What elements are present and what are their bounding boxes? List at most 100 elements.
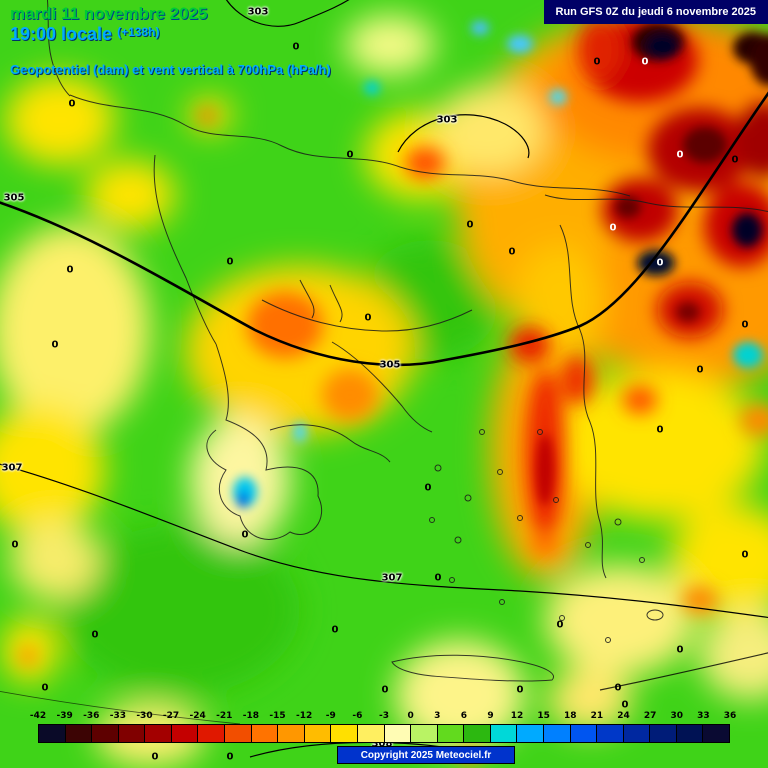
map-value-label: 0 [621,699,629,711]
map-value-label: 0 [66,264,74,276]
legend-tick-label: -6 [352,711,363,721]
map-value-label: 0 [593,56,601,68]
map-value-label: 0 [696,364,704,376]
legend-tick-label: 15 [537,711,550,721]
map-value-label: 0 [516,684,524,696]
legend-tick-label: 18 [564,711,577,721]
map-value-label: 0 [11,539,19,551]
contour-fill-core-layer [233,21,768,508]
legend-tick-label: 30 [670,711,684,721]
legend-tick-label: 3 [434,711,441,721]
contour-value-label: 303 [436,114,458,126]
contour-value-label: 305 [3,192,25,204]
map-value-label: 0 [731,154,739,166]
map-value-label: 0 [226,256,234,268]
map-value-label: 0 [614,682,622,694]
contour-value-label: 308 [371,738,393,750]
legend-tick-label: -42 [29,711,47,721]
legend-tick-label: -12 [296,711,313,721]
legend-tick-label: -21 [216,711,233,721]
map-value-label: 0 [556,619,564,631]
legend-segment [171,725,199,742]
legend-tick-label: -39 [56,711,73,721]
legend-tick-label: -27 [162,711,180,721]
copyright-box: Copyright 2025 Meteociel.fr [337,746,515,764]
legend-segment [384,725,412,742]
map-value-label: 0 [741,319,749,331]
header: mardi 11 novembre 2025 19:00 locale (+13… [10,4,331,78]
legend-tick-label: -33 [109,711,126,721]
legend-segment [703,725,730,742]
contour-value-label: 305 [379,359,401,371]
legend-tick-label: 24 [617,711,630,721]
legend-tick-label: -36 [83,711,100,721]
legend-tick-label: -30 [136,711,153,721]
copyright-label: Copyright 2025 Meteociel.fr [360,749,492,761]
contour-value-label: 307 [381,572,403,584]
map-value-label: 0 [381,684,389,696]
map-value-label: 0 [226,751,234,763]
legend-tick-label: -24 [189,711,206,721]
map-value-label: 0 [641,56,649,68]
legend-labels: -42 -39 -36 -33 -30 -27 -24 -21 -18 -15 -12 -9 -6 -3 0… [30,710,736,724]
map-value-label: 0 [656,257,664,269]
map-value-label: 0 [656,424,664,436]
map-value-label: 0 [466,219,474,231]
time-label: 19:00 locale (+138h) [10,24,331,46]
forecast-offset: (+138h) [117,25,160,40]
contour-value-label: 307 [1,462,23,474]
map-value-label: 0 [364,312,372,324]
legend-tick-label: 0 [407,711,414,721]
run-info-label: Run GFS 0Z du jeudi 6 novembre 2025 [555,6,757,18]
legend-segment [543,725,571,742]
color-scale-legend: -42 -39 -36 -33 -30 -27 -24 -21 -18 -15 -12 -9 -6 -3 0… [30,710,736,743]
local-time: 19:00 locale [10,24,113,45]
legend-segment [437,725,465,742]
legend-segment [517,725,544,742]
legend-bar [38,724,730,743]
legend-segment [570,725,598,742]
legend-segment [623,725,651,742]
legend-segment [597,725,624,742]
map-value-label: 0 [91,629,99,641]
coastline-layer [46,0,768,682]
map-value-label: 0 [41,682,49,694]
legend-tick-label: 27 [643,711,657,721]
map-value-label: 0 [424,482,432,494]
legend-tick-label: 12 [510,711,524,721]
map-value-label: 0 [676,149,684,161]
legend-segment [331,725,358,742]
legend-segment [118,725,146,742]
map-value-label: 0 [331,624,339,636]
legend-segment [490,725,518,742]
parameter-subtitle: Geopotentiel (dam) et vent vertical à 70… [10,61,331,77]
legend-segment [198,725,226,742]
map-value-label: 0 [292,41,300,53]
legend-tick-label: -18 [242,711,260,721]
run-info-box: Run GFS 0Z du jeudi 6 novembre 2025 [543,0,768,24]
legend-tick-label: 33 [697,711,710,721]
legend-segment [411,725,438,742]
map-value-label: 0 [68,98,76,110]
contour-value-label: 303 [247,6,269,18]
legend-segment [304,725,332,742]
legend-tick-label: 36 [723,711,737,721]
map-value-label: 0 [151,751,159,763]
legend-tick-label: 21 [590,711,604,721]
legend-segment [650,725,677,742]
legend-tick-label: 6 [460,711,467,721]
legend-tick-label: 9 [487,711,494,721]
map-value-label: 0 [434,572,442,584]
date-label: mardi 11 novembre 2025 [10,4,208,23]
map-value-label: 0 [676,644,684,656]
legend-segment [92,725,119,742]
legend-segment [225,725,252,742]
map-value-label: 0 [741,549,749,561]
map-value-label: 0 [609,222,617,234]
legend-segment [65,725,93,742]
legend-segment [357,725,385,742]
map-value-label: 0 [51,339,59,351]
legend-segment [676,725,704,742]
